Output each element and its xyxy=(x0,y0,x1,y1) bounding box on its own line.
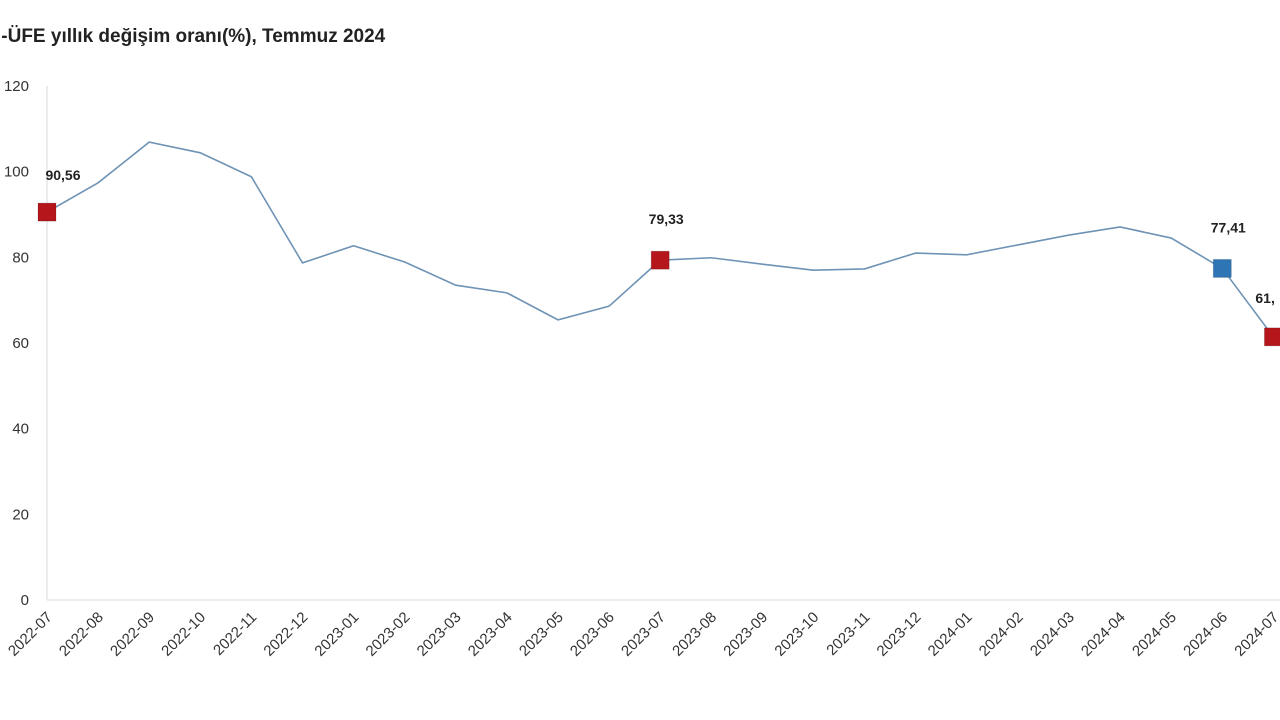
x-tick-label: 2023-12 xyxy=(874,609,925,660)
x-tick-label: 2024-06 xyxy=(1180,609,1231,660)
x-tick-label: 2024-03 xyxy=(1027,609,1078,660)
x-tick-label: 2024-01 xyxy=(925,609,976,660)
x-tick-label: 2023-03 xyxy=(414,609,465,660)
x-tick-label: 2023-10 xyxy=(771,609,822,660)
highlight-marker xyxy=(1212,258,1232,278)
x-tick-label: 2023-08 xyxy=(669,609,720,660)
x-tick-label: 2023-07 xyxy=(618,609,669,660)
highlight-marker xyxy=(1263,327,1280,347)
y-tick-label: 40 xyxy=(12,421,29,438)
x-tick-label: 2022-08 xyxy=(56,609,107,660)
x-tick-label: 2023-01 xyxy=(311,609,362,660)
series-line xyxy=(46,141,1275,338)
x-tick-label: 2022-07 xyxy=(5,609,56,660)
data-label: 61, xyxy=(1255,290,1274,306)
highlight-marker xyxy=(650,250,670,270)
y-tick-label: 0 xyxy=(21,592,29,609)
y-tick-label: 100 xyxy=(4,164,29,181)
x-tick-label: 2024-04 xyxy=(1078,609,1129,660)
x-tick-label: 2023-06 xyxy=(567,609,618,660)
x-tick-label: 2024-07 xyxy=(1231,609,1280,660)
x-tick-label: 2023-11 xyxy=(823,609,873,659)
x-tick-label: 2022-12 xyxy=(260,609,311,660)
x-tick-label: 2022-09 xyxy=(107,609,158,660)
data-label: 77,41 xyxy=(1211,219,1246,235)
x-tick-label: 2022-11 xyxy=(210,609,260,659)
x-tick-label: 2023-04 xyxy=(465,609,516,660)
y-tick-label: 20 xyxy=(12,506,29,523)
data-label: 79,33 xyxy=(649,211,684,227)
chart-title: I-ÜFE yıllık değişim oranı(%), Temmuz 20… xyxy=(0,26,386,47)
y-tick-label: 60 xyxy=(12,335,29,352)
x-tick-label: 2023-02 xyxy=(363,609,414,660)
highlight-marker xyxy=(37,202,57,222)
x-tick-label: 2023-09 xyxy=(720,609,771,660)
y-tick-label: 80 xyxy=(12,249,29,266)
x-tick-label: 2024-02 xyxy=(976,609,1027,660)
data-label: 90,56 xyxy=(45,167,80,183)
x-tick-label: 2022-10 xyxy=(158,609,209,660)
y-tick-label: 120 xyxy=(4,78,29,95)
x-tick-label: 2023-05 xyxy=(516,609,567,660)
x-tick-label: 2024-05 xyxy=(1129,609,1180,660)
